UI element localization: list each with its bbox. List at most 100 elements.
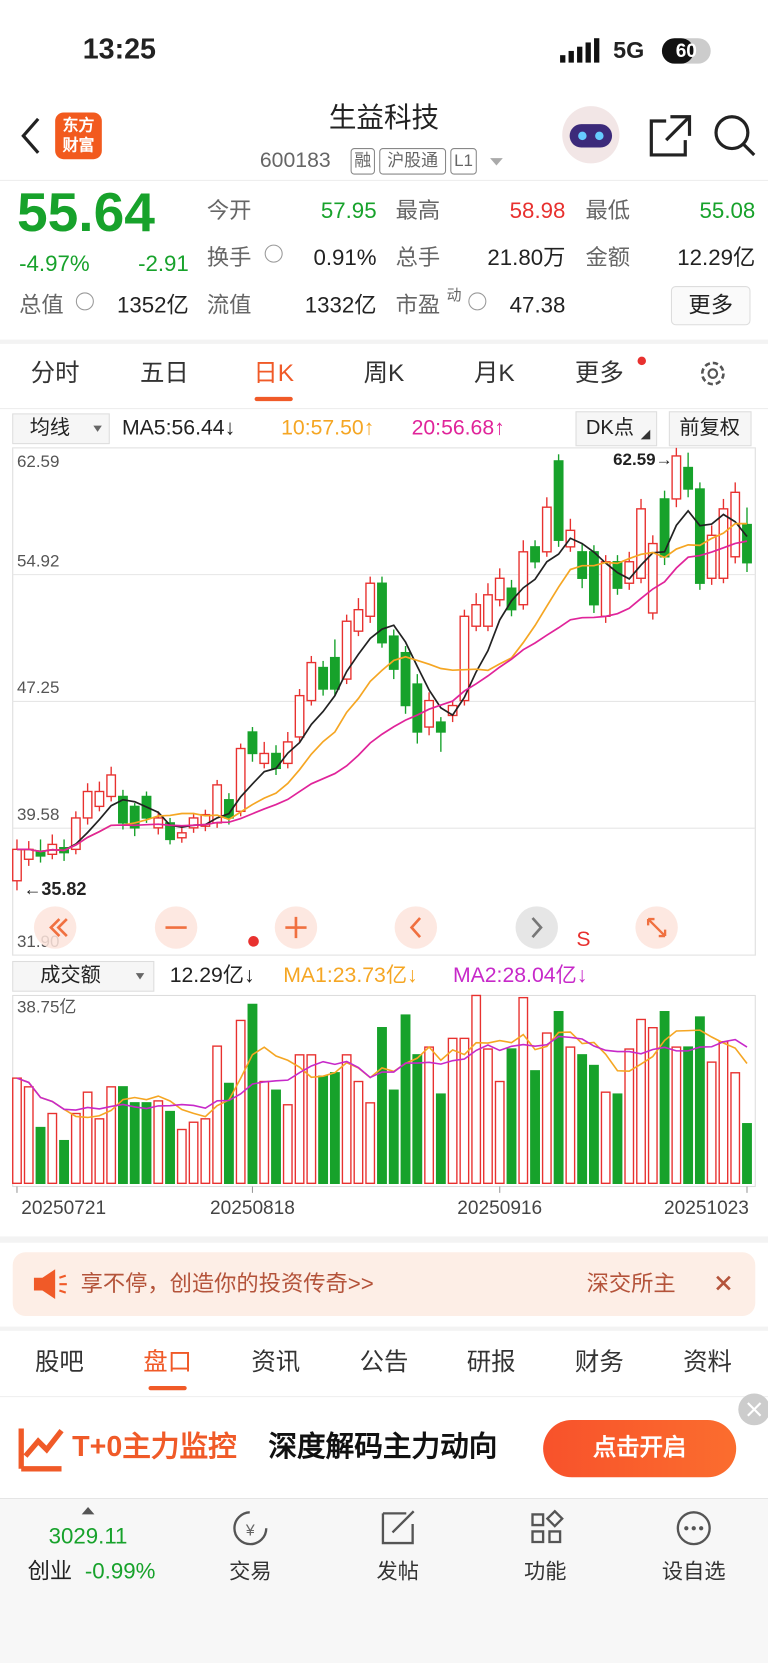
period-tab[interactable]: 周K — [364, 360, 405, 387]
period-tab[interactable]: 分时 — [31, 360, 80, 387]
candle-body — [94, 790, 105, 808]
period-tab[interactable]: 更多 — [575, 360, 624, 387]
adjust-button[interactable] — [668, 411, 752, 447]
news-banner[interactable] — [12, 1252, 756, 1316]
section-tab[interactable]: 资料 — [683, 1349, 732, 1376]
volume-ma-line — [16, 1035, 748, 1111]
next-button[interactable] — [515, 906, 558, 949]
settings-button[interactable] — [700, 361, 725, 386]
volume-bar — [94, 1118, 105, 1184]
dk-button[interactable] — [575, 411, 658, 447]
period-tab[interactable]: 五日 — [140, 360, 189, 387]
field-label: 最高 — [396, 198, 441, 223]
volume-bar — [176, 1128, 187, 1184]
close-banner[interactable] — [716, 1275, 731, 1291]
section-tab[interactable]: 股吧 — [35, 1349, 84, 1376]
info-icon[interactable] — [75, 292, 94, 311]
volume-bar — [82, 1091, 93, 1184]
back-button[interactable] — [21, 117, 40, 154]
search-button[interactable] — [714, 115, 750, 151]
assistant-eye — [578, 131, 587, 141]
volume-bar — [47, 1112, 58, 1184]
dropdown-icon — [93, 425, 102, 432]
field-label: 总手 — [396, 245, 441, 270]
volume-bar — [235, 1019, 246, 1184]
candle-body — [659, 498, 670, 558]
nav-label[interactable]: 功能 — [524, 1559, 566, 1583]
field-superscript: 动 — [447, 287, 462, 304]
section-tab[interactable]: 资讯 — [251, 1349, 300, 1376]
zoom-first-button[interactable] — [33, 906, 77, 949]
period-tab[interactable]: 日K — [253, 360, 294, 387]
nav-label[interactable]: 交易 — [229, 1559, 271, 1583]
badge — [379, 148, 447, 175]
promo-button[interactable] — [543, 1419, 737, 1478]
volume-bar — [188, 1121, 199, 1184]
section-tab[interactable]: 财务 — [575, 1349, 624, 1376]
badge — [450, 148, 477, 175]
section-tab[interactable]: 盘口 — [143, 1349, 192, 1376]
candle-body — [329, 656, 340, 690]
stock-name: 生益科技 — [329, 102, 439, 133]
info-icon[interactable] — [468, 292, 487, 311]
function-icon — [531, 1509, 564, 1544]
volume-indicator-label: 成交额 — [40, 964, 100, 987]
banner-right-text: 深交所主 — [587, 1271, 676, 1296]
candle-body — [459, 615, 470, 702]
dropdown-icon[interactable] — [490, 158, 503, 166]
prev-button[interactable] — [394, 906, 438, 949]
legend-label: 20:56.68↑ — [412, 416, 505, 439]
field-label: 换手 — [207, 245, 252, 270]
candle-body — [118, 795, 128, 824]
last-price: 55.64 — [17, 181, 155, 243]
expand-icon[interactable] — [81, 1506, 95, 1515]
candle-body — [12, 848, 22, 882]
volume-bar — [271, 1089, 281, 1184]
more-button[interactable] — [670, 286, 751, 326]
volume-bar — [282, 1104, 293, 1184]
period-tab[interactable]: 月K — [474, 360, 515, 387]
close-icon — [747, 1402, 762, 1417]
candle-body — [247, 731, 258, 755]
volume-legend: 12.29亿↓ MA1:23.73亿↓ MA2:28.04亿↓ — [170, 963, 588, 987]
volume-bar — [518, 996, 529, 1184]
volume-bar — [506, 1048, 517, 1184]
candle-body — [318, 666, 329, 690]
volume-bar — [35, 1126, 46, 1184]
volume-bar — [494, 1080, 505, 1184]
x-tick-label: 20250916 — [457, 1198, 542, 1219]
field-value: 21.80万 — [487, 245, 565, 270]
volume-indicator-select[interactable] — [12, 960, 155, 992]
ma-line — [16, 522, 748, 853]
volume-bar — [377, 1027, 387, 1184]
volume-bar — [365, 1102, 376, 1184]
field-label: 总值 — [19, 293, 64, 318]
share-button[interactable] — [649, 115, 692, 157]
volume-bar — [459, 1037, 470, 1184]
volume-bar — [141, 1102, 152, 1184]
index-change: -0.99% — [85, 1559, 156, 1584]
index-value: 3029.11 — [49, 1524, 128, 1549]
volume-bar — [259, 1080, 270, 1184]
volume-bar — [12, 1077, 22, 1184]
nav-label[interactable]: 设自选 — [662, 1559, 726, 1583]
candle-body — [588, 551, 599, 606]
volume-bar — [647, 1027, 658, 1184]
volume-bar — [23, 1086, 34, 1184]
indicator-select[interactable] — [12, 413, 110, 445]
section-tab[interactable]: 研报 — [467, 1349, 516, 1376]
settings-core — [707, 368, 719, 379]
candle-body — [600, 561, 611, 617]
chart-controls — [33, 906, 678, 949]
section-tab[interactable]: 公告 — [360, 1349, 409, 1376]
volume-bar — [624, 1048, 635, 1184]
quote-fields: 今开 57.95 最高 58.98 最低 55.08 换手 0.91% 总手 2… — [19, 198, 755, 317]
nav-label[interactable]: 发帖 — [377, 1559, 419, 1583]
battery-label: 60 — [676, 41, 697, 62]
volume-bar — [318, 1075, 329, 1184]
volume-bar — [70, 1112, 81, 1184]
info-icon[interactable] — [264, 244, 283, 263]
